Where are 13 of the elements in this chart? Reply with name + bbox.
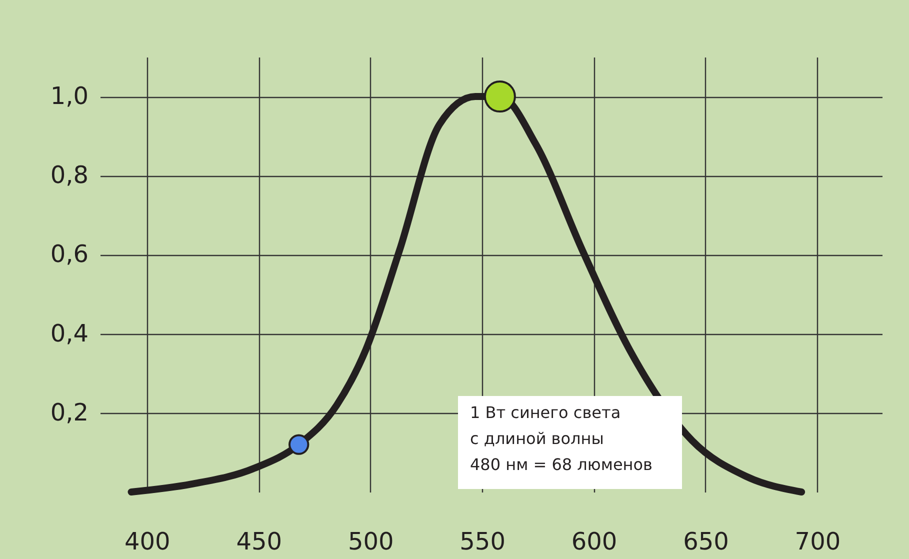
y-tick-label: 0,6 [50, 240, 88, 268]
x-tick-label: 400 [124, 528, 170, 556]
x-tick-label: 450 [236, 528, 282, 556]
y-tick-label: 0,2 [50, 398, 88, 426]
y-tick-label: 1,0 [50, 82, 88, 110]
x-tick-label: 600 [571, 528, 618, 556]
y-tick-label: 0,4 [50, 319, 88, 348]
x-tick-label: 700 [794, 528, 841, 556]
y-tick-label: 0,8 [50, 161, 88, 190]
x-tick-label: 650 [683, 528, 729, 556]
x-tick-label: 550 [460, 528, 506, 556]
x-tick-label: 500 [348, 528, 394, 556]
annotation: 1 Вт синего света с длиной волны 480 нм = 68 люменов [470, 403, 652, 474]
